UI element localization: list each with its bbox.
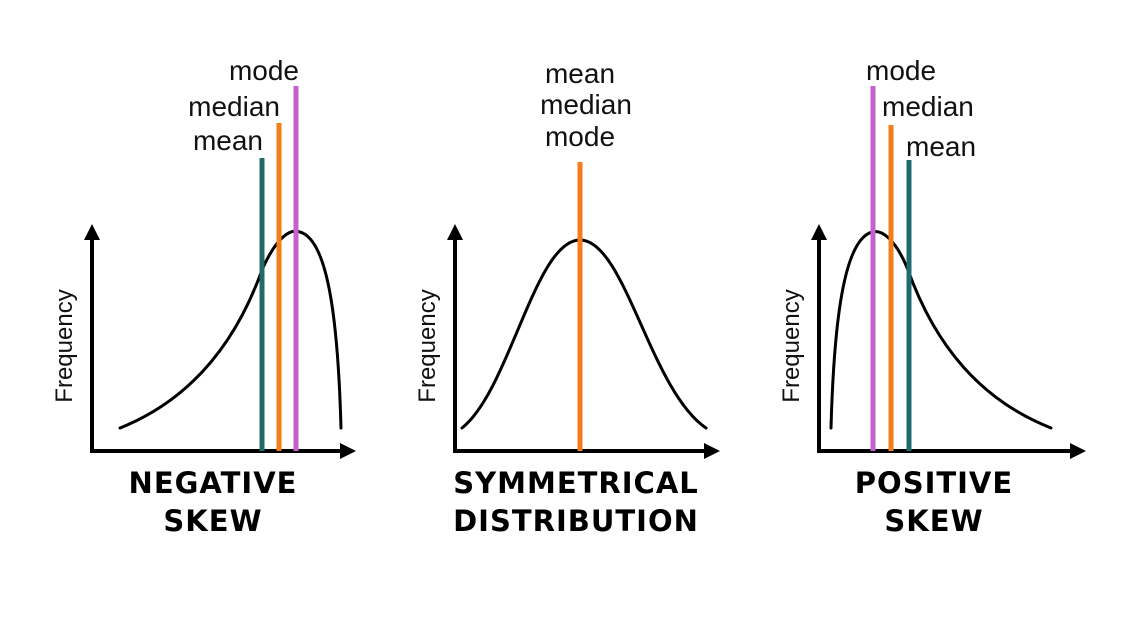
panel-positive-skew: mode median mean Frequency POSITIVE SKEW [778, 55, 1086, 538]
caption-line-2: SKEW [884, 504, 983, 538]
distribution-curve [829, 230, 1053, 430]
median-label: median [188, 91, 280, 122]
mean-label: mean [906, 131, 976, 162]
median-label: median [540, 89, 632, 120]
mean-label: mean [545, 58, 615, 89]
panel-negative-skew: mean median mode Frequency NEGATIVE SKEW [51, 55, 356, 538]
caption-line-2: DISTRIBUTION [453, 504, 699, 538]
distribution-curve [460, 238, 708, 430]
y-axis-label: Frequency [51, 289, 78, 402]
distribution-curve [118, 229, 343, 430]
caption-line-1: POSITIVE [855, 466, 1013, 500]
mean-label: mean [193, 125, 263, 156]
y-axis-label: Frequency [778, 289, 805, 402]
panel-symmetrical-distribution: mean median mode Frequency SYMMETRICAL D… [414, 58, 720, 538]
mode-label: mode [866, 55, 936, 86]
mode-label: mode [229, 55, 299, 86]
caption-line-1: NEGATIVE [129, 466, 298, 500]
median-label: median [882, 91, 974, 122]
caption-line-2: SKEW [163, 504, 262, 538]
y-axis-label: Frequency [414, 289, 441, 402]
caption-line-1: SYMMETRICAL [453, 466, 699, 500]
mode-label: mode [545, 121, 615, 152]
